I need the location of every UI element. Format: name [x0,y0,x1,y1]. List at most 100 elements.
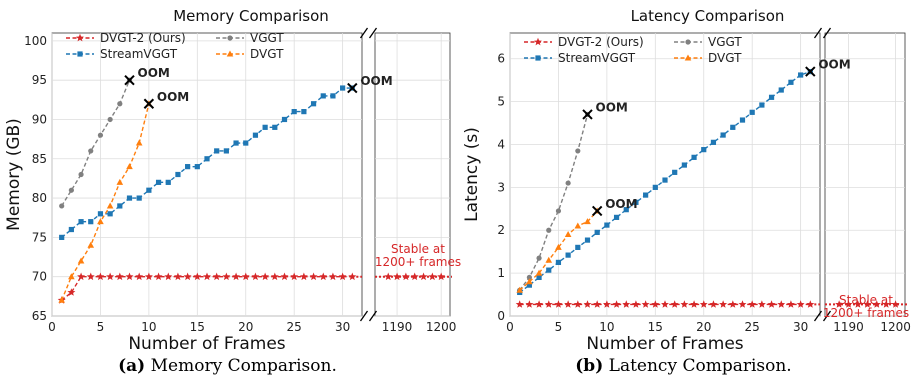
data-point [536,255,542,261]
oom-label: OOM [605,197,637,211]
legend-item: VGGT [674,35,742,49]
plot-area-main [509,32,821,317]
legend-swatch-marker [76,33,84,42]
data-point [106,202,114,209]
data-point [796,300,805,308]
data-point [88,148,94,154]
data-point [730,124,736,130]
data-point [251,272,260,281]
data-point [340,85,346,91]
data-point [555,208,562,214]
oom-label: OOM [157,90,189,104]
data-point [526,274,532,281]
stable-annotation-line: 1200+ frames [375,255,461,269]
y-tick-label: 95 [32,73,47,87]
data-point [115,272,124,281]
axis-break-mark [368,27,378,39]
legend-label: VGGT [250,31,284,45]
x-tick-label: 0 [506,320,514,334]
data-point [622,300,631,308]
data-point [290,272,299,281]
data-point [175,171,181,178]
data-point [515,300,524,308]
legend-label: VGGT [708,35,742,49]
oom-marker [805,66,816,77]
plot-area-tail [824,32,906,317]
data-point [77,257,85,264]
data-point [135,139,143,146]
legend-swatch-marker [535,55,541,61]
data-point [768,94,775,100]
oom-marker [124,74,135,86]
data-point [203,272,211,281]
data-point [536,274,542,281]
data-point [194,164,200,170]
data-point [135,272,144,281]
data-point [584,237,591,243]
data-point [301,109,307,115]
oom-marker [143,98,155,109]
data-point [594,229,600,235]
data-point [223,148,229,154]
data-point [593,300,602,308]
data-point [631,300,640,308]
chart-latency: 0 1 2 3 4 5 6 0 5 10 15 20 25 30 1190 1200 OOM OOM OOM Stab… [462,7,911,354]
data-point [788,79,794,85]
stable-annotation-line: Stable at [839,293,893,307]
series-line [519,114,589,291]
data-point [96,272,105,281]
data-point [136,195,142,201]
data-point [575,148,581,154]
series-line [61,103,150,301]
axis-break-mark [813,310,823,322]
y-tick-label: 70 [32,270,47,284]
oom-label: OOM [138,66,170,80]
data-point [720,132,726,138]
data-point [574,222,582,229]
data-point [319,272,328,281]
data-point [565,180,571,186]
caption-b: (b) Latency Comparison. [456,356,911,376]
data-point [428,272,437,281]
data-point [67,288,76,296]
data-point [330,93,336,99]
data-point [535,269,543,276]
y-axis-label: Memory (GB) [4,118,24,231]
axis-break-mark [359,27,369,39]
caption-a-text: Memory Comparison. [150,356,337,376]
x-tick-label: 30 [793,320,808,334]
legend-item: DVGT [674,51,742,65]
data-point [623,207,629,213]
data-point [863,300,872,308]
legend-swatch-marker [685,39,691,45]
data-point [437,272,446,281]
data-point [164,272,173,281]
data-point [739,117,746,123]
data-point [173,272,182,281]
legend-item: StreamVGGT [66,47,178,61]
legend-label: DVGT [250,47,284,61]
data-point [155,179,162,185]
data-point [565,252,571,258]
y-tick-label: 90 [32,112,47,126]
data-point [262,124,268,130]
data-point [338,272,347,281]
legend-item: DVGT-2 (Ours) [66,31,186,45]
data-point [583,300,592,308]
data-point [222,272,231,281]
data-point [749,109,755,115]
data-point [662,177,668,183]
data-point [59,203,65,209]
data-point [602,300,611,308]
data-point [78,219,84,225]
legend-swatch-marker [226,50,234,57]
legend-item: VGGT [216,31,284,45]
data-point [691,154,697,160]
data-point [853,300,862,308]
data-point [117,203,123,209]
data-point [68,187,74,193]
y-tick-label: 3 [497,180,505,194]
x-tick-label: 1190 [833,320,864,334]
data-point [281,116,288,123]
